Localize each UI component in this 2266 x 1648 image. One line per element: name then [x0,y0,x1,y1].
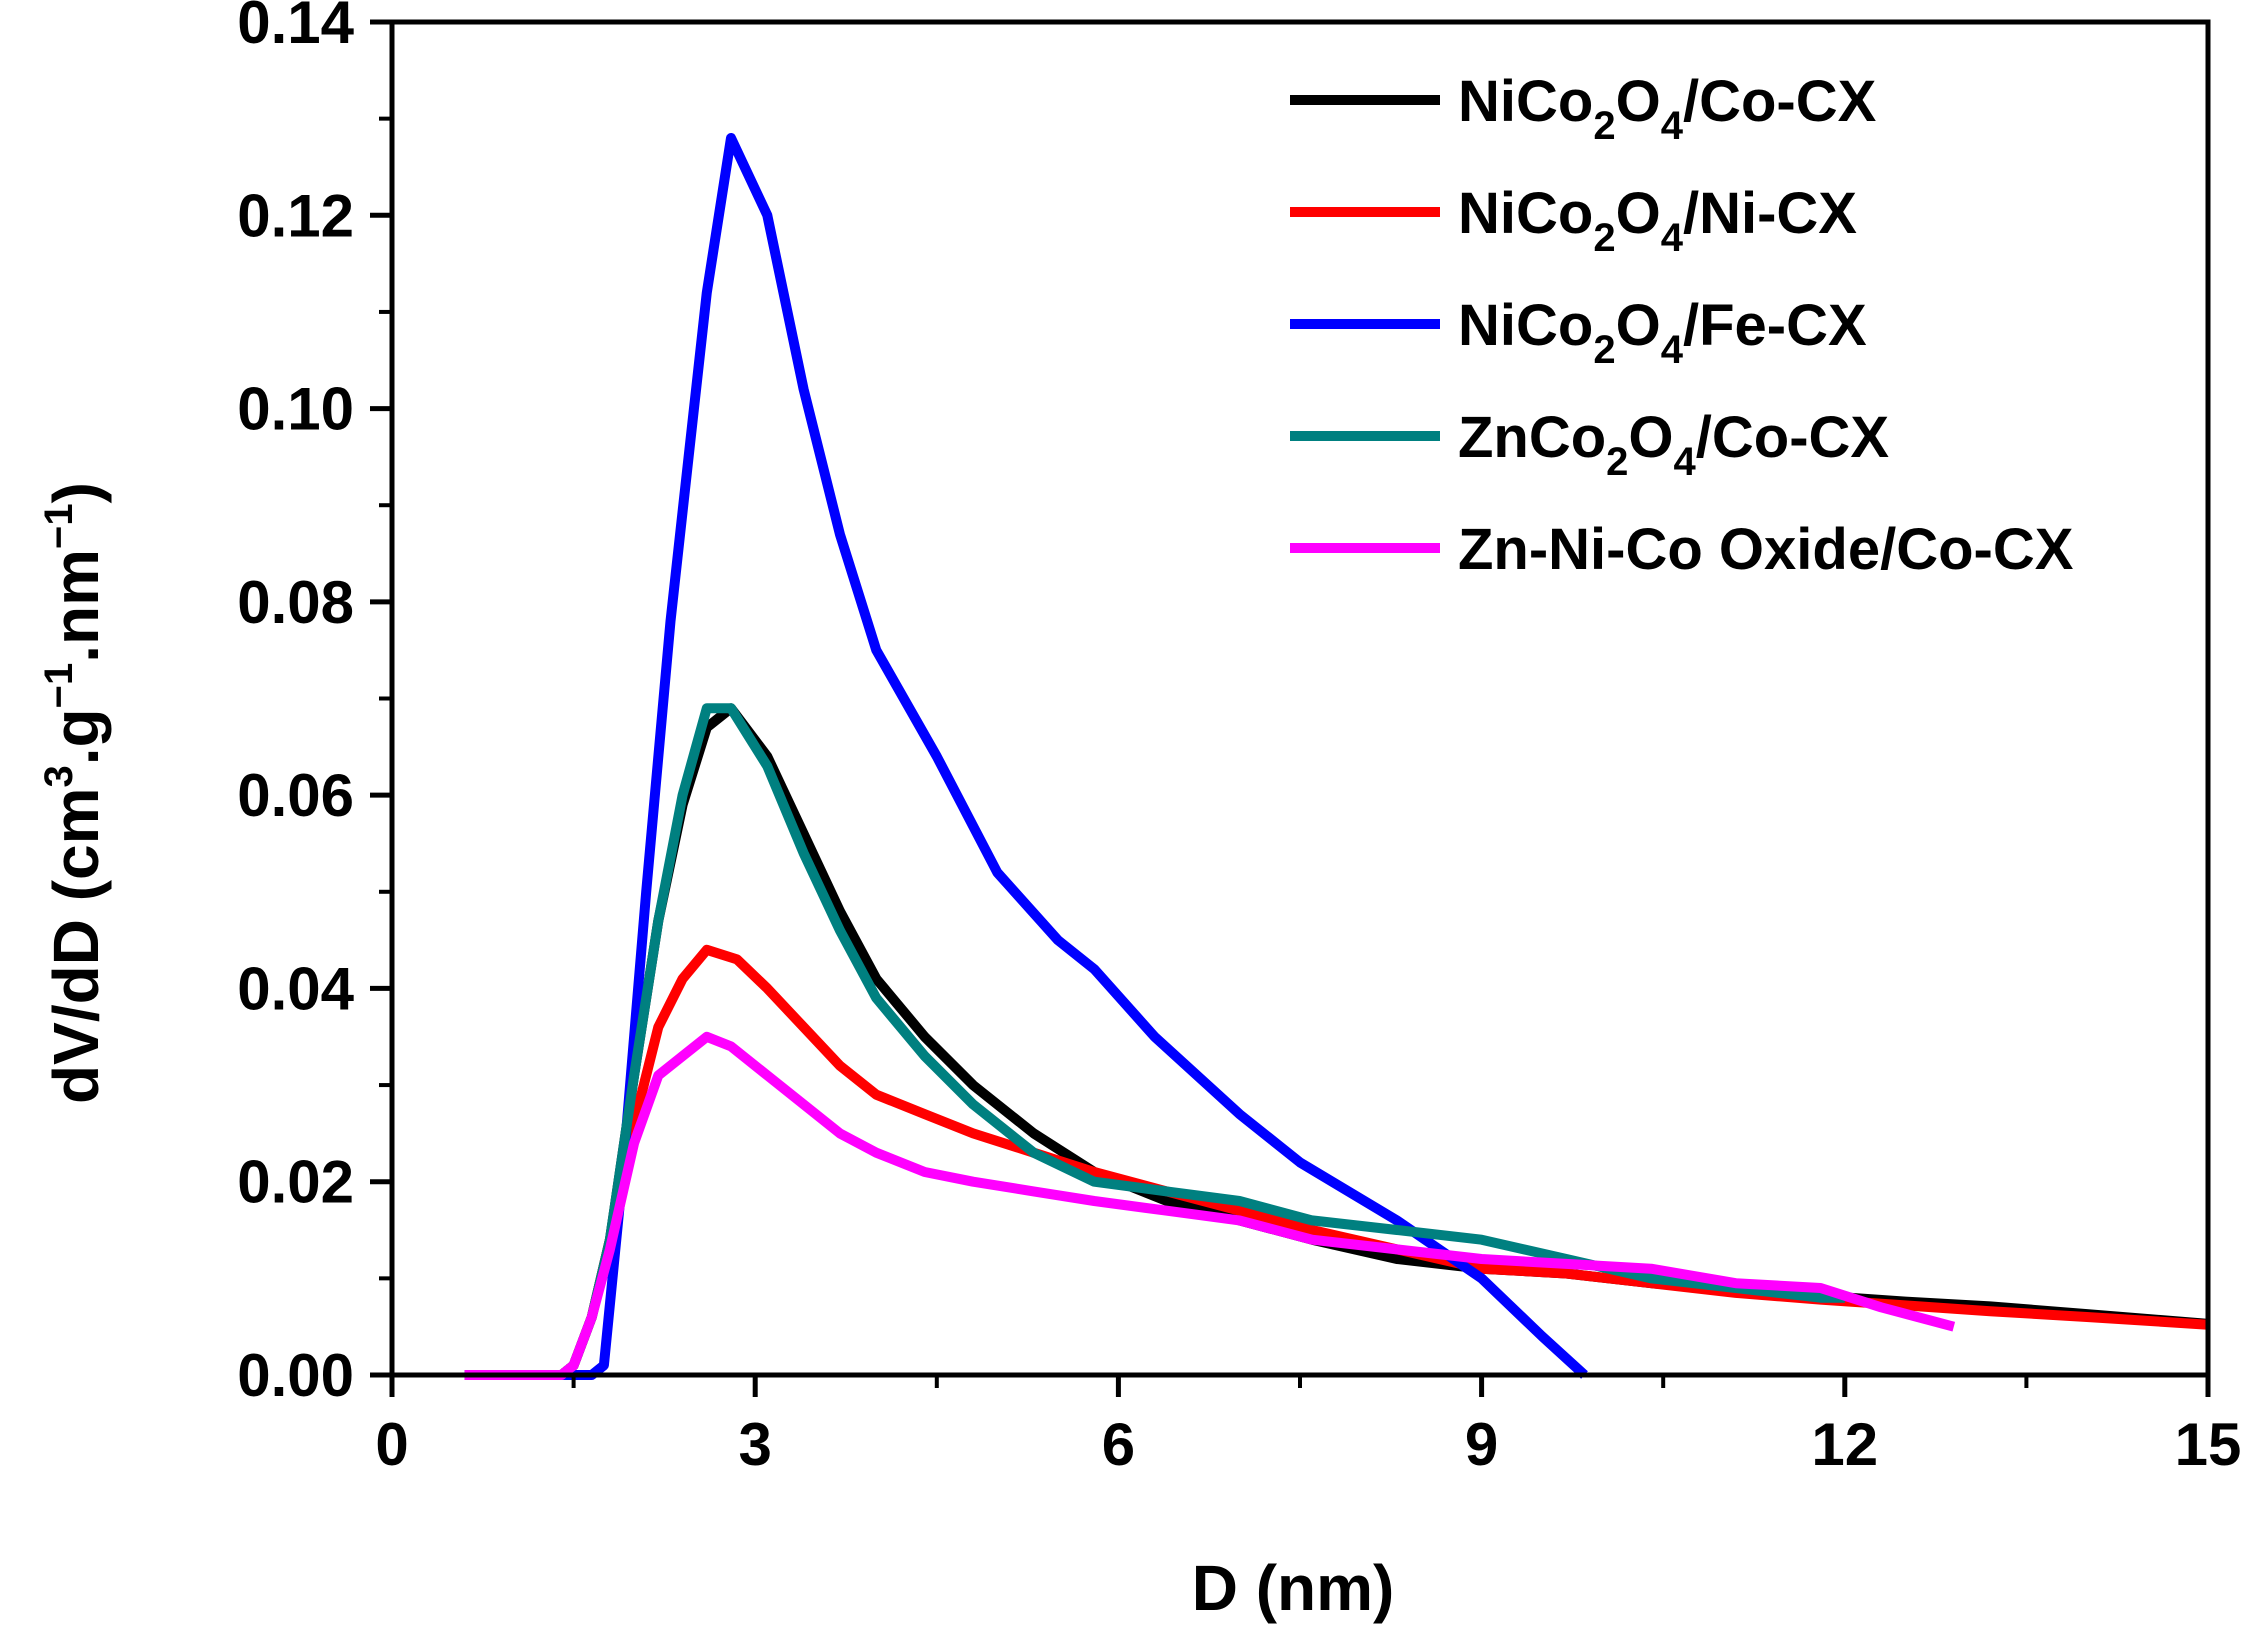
series-line-4 [464,703,1845,1380]
y-axis-title-mid1: .g [40,708,112,765]
y-axis-title-sup2: −1 [37,663,81,709]
series-line-2 [464,944,2209,1380]
y-tick-label: 0.02 [237,1149,354,1216]
series-layer [464,133,2209,1380]
legend-label-2: NiCo2O4/Ni-CX [1458,181,1857,260]
legend-label-3: NiCo2O4/Fe-CX [1458,293,1867,372]
y-tick-label: 0.10 [237,376,354,443]
y-tick-label: 0.12 [237,182,354,249]
y-tick-label: 0.04 [237,955,354,1022]
y-axis-title-prefix: dV/dD (cm [40,787,112,1103]
legend: NiCo2O4/Co-CX NiCo2O4/Ni-CX NiCo2O4/Fe-CX Z… [1290,69,2074,582]
y-axis-title-mid2: .nm [40,549,112,663]
x-tick-label: 9 [1465,1411,1498,1478]
x-tick-label: 6 [1102,1411,1135,1478]
x-tick-label: 15 [2175,1411,2242,1478]
x-axis-title: D (nm) [1192,1552,1395,1624]
y-tick-label: 0.00 [237,1342,354,1409]
y-axis-title-suffix: ) [40,482,112,503]
x-tick-label: 3 [739,1411,772,1478]
series-line-5 [464,1031,1956,1380]
legend-label-4: ZnCo2O4/Co-CX [1458,405,1889,484]
y-tick-label: 0.08 [237,569,354,636]
legend-label-5: Zn-Ni-Co Oxide/Co-CX [1458,517,2074,582]
axis-tick-labels: 0 3 6 9 12 15 0.00 0.02 0.04 0.06 0.08 0.10 0.12 0.14 [237,0,2241,1478]
y-tick-label: 0.06 [237,762,354,829]
y-axis-title-sup3: −1 [37,503,81,549]
axis-ticks [370,19,2211,1397]
y-axis-title-sup1: 3 [37,765,81,787]
legend-label-1: NiCo2O4/Co-CX [1458,69,1877,148]
x-tick-label: 12 [1811,1411,1878,1478]
y-tick-label: 0.14 [237,0,354,56]
y-axis-title: dV/dD (cm3.g−1.nm−1) [37,482,112,1104]
x-tick-label: 0 [375,1411,408,1478]
